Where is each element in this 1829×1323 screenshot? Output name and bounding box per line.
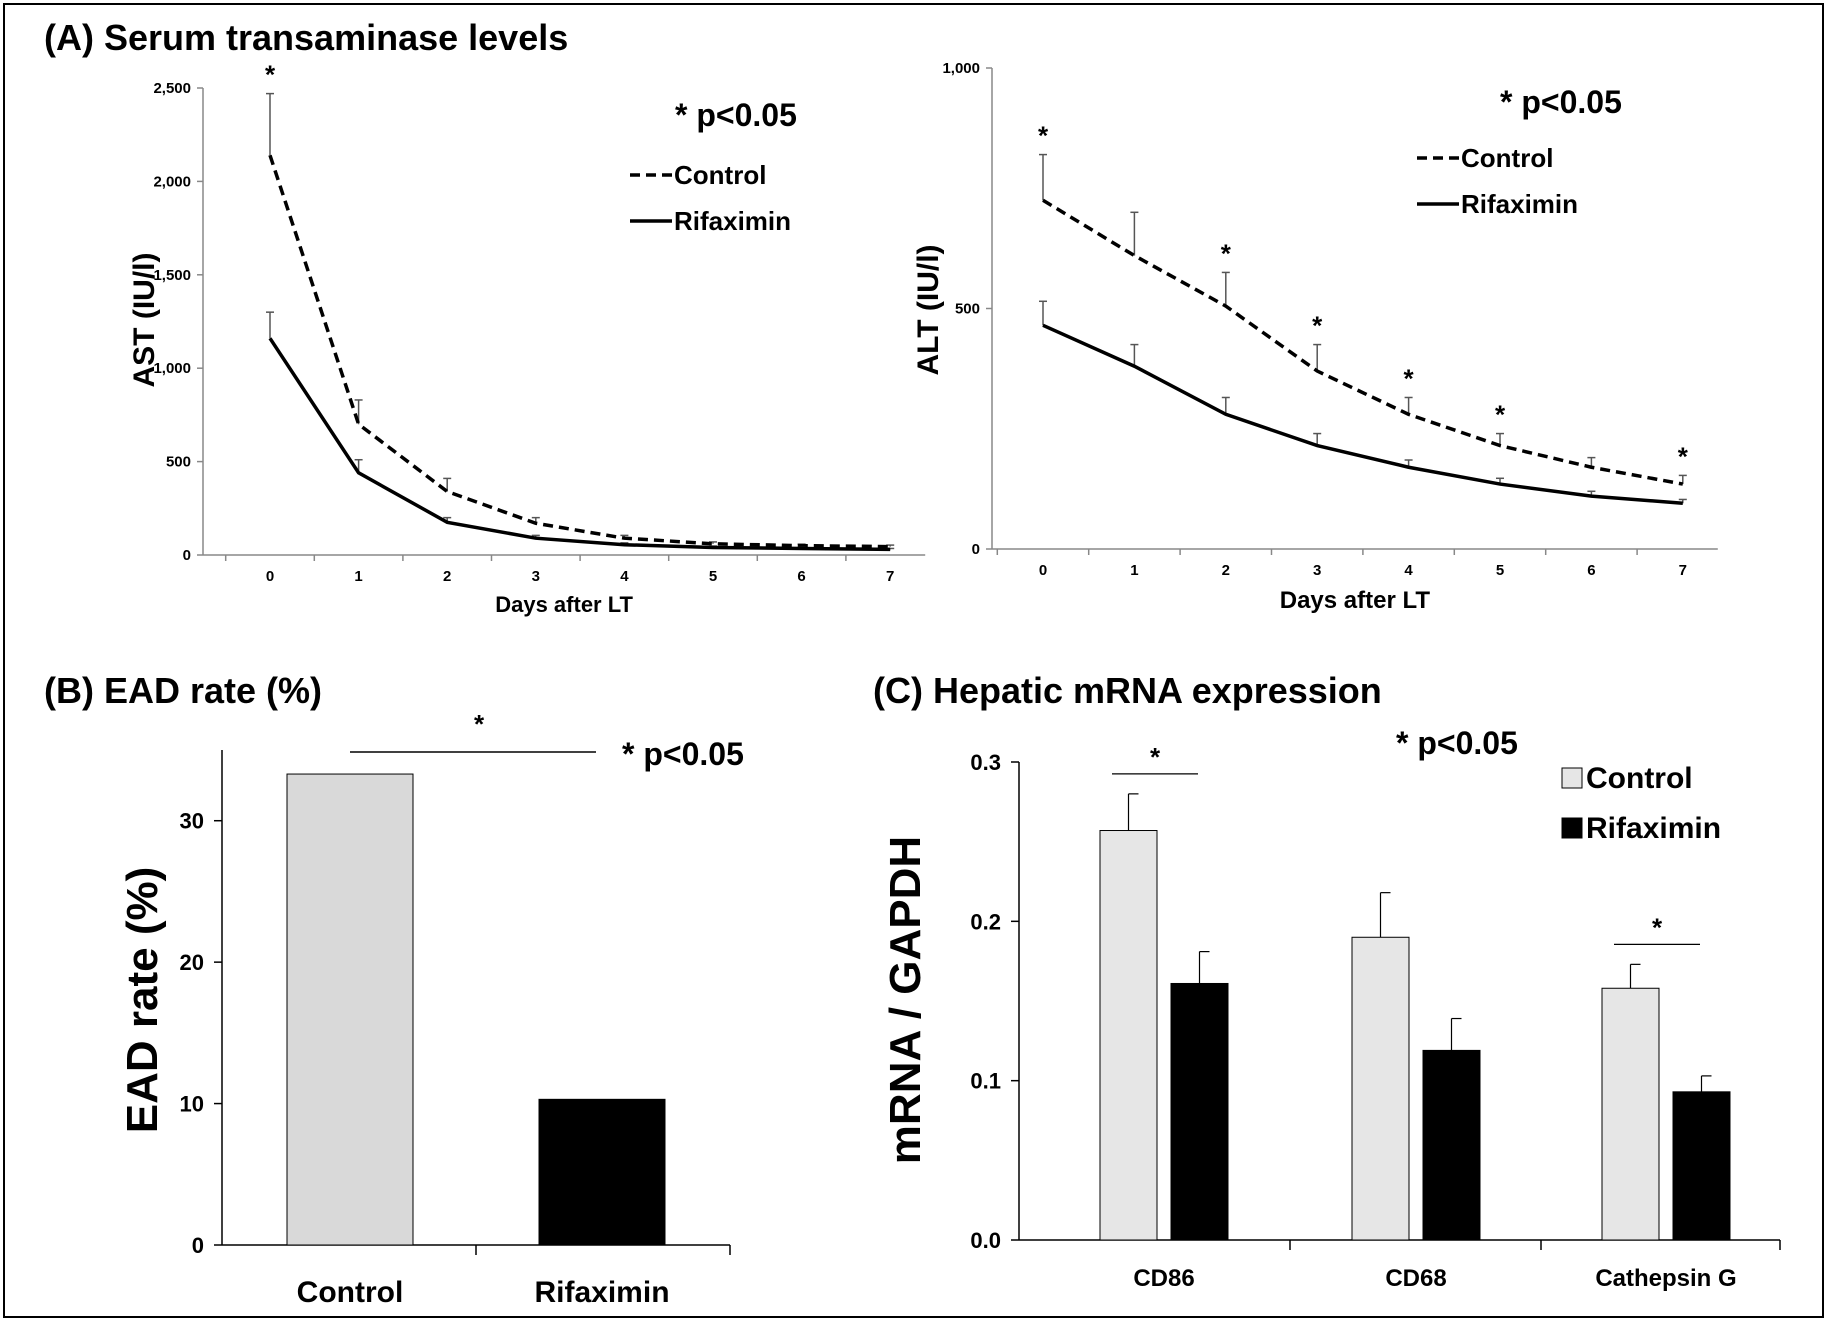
x-tick-label: 2 [1222,562,1230,579]
bar-control [286,773,414,1246]
x-tick-label: 3 [1313,562,1321,579]
y-tick-label: 0 [972,541,980,558]
y-axis-label: ALT (IU/l) [912,244,945,375]
bar-control [1601,987,1660,1241]
bar-rifaximin [1672,1091,1731,1241]
significance-legend: * p<0.05 [622,736,744,772]
series-line-control [1042,198,1684,486]
legend-swatch [1561,767,1583,789]
x-tick-label: 2 [443,568,451,585]
y-axis-label: mRNA / GAPDH [881,836,930,1164]
x-tick-label: 4 [1404,562,1413,579]
legend-label: Rifaximin [674,206,791,236]
bar-rifaximin [538,1098,666,1246]
y-tick-label: 0.0 [970,1228,1001,1253]
x-tick-label: 4 [620,568,629,585]
figure-frame [3,3,1824,1318]
legend-label: Rifaximin [1461,189,1578,219]
panel-c-title: (C) Hepatic mRNA expression [873,670,1382,711]
legend-label: Control [1461,143,1553,173]
legend-swatch [1561,817,1583,839]
category-label: Control [297,1276,404,1309]
legend-label: Control [1586,762,1693,795]
y-tick-label: 10 [180,1092,204,1117]
y-tick-label: 1,000 [153,360,191,377]
x-tick-label: 7 [1679,562,1687,579]
x-tick-label: 5 [709,568,717,585]
series-line-rifaximin [1042,323,1683,506]
y-tick-label: 1,000 [942,60,980,77]
significance-star: * [1678,441,1689,471]
legend-label: Control [674,160,766,190]
mrna-bar-chart: 0.0 0.1 0.2 0.3 mRNA / GAPDH CD86 * CD68 Catheps… [881,725,1781,1292]
x-tick-label: 6 [797,568,805,585]
y-tick-label: 0.3 [970,750,1001,775]
x-tick-label: 1 [1130,562,1138,579]
ead-bar-chart: 0 10 20 30 EAD rate (%) Control Rifaximin * * p<… [118,709,744,1309]
x-tick-label: 7 [886,568,894,585]
y-axis-label: EAD rate (%) [118,867,167,1134]
significance-star: * [265,60,276,90]
y-tick-label: 0.1 [970,1069,1001,1094]
x-tick-label: 1 [354,568,362,585]
y-tick-label: 1,500 [153,267,191,284]
x-tick-label: 0 [266,568,274,585]
significance-legend: * p<0.05 [675,97,797,133]
panel-b-title: (B) EAD rate (%) [44,670,322,711]
category-label: Cathepsin G [1595,1265,1736,1292]
significance-legend: * p<0.05 [1500,84,1622,120]
significance-star: * [1038,121,1049,151]
x-axis-label: Days after LT [495,592,633,617]
y-tick-label: 0 [192,1233,204,1258]
bar-control [1099,830,1158,1241]
x-tick-label: 6 [1587,562,1595,579]
x-tick-label: 5 [1496,562,1504,579]
ast-line-chart: 0 500 1,000 1,500 2,000 2,500 0 1 2 3 4 5 6 7 Days aft… [128,60,926,617]
significance-star: * [474,709,485,739]
x-tick-label: 0 [1039,562,1047,579]
significance-star: * [1150,742,1161,772]
y-axis-label: AST (IU/l) [128,253,161,388]
x-tick-label: 3 [532,568,540,585]
panel-a-title: (A) Serum transaminase levels [44,17,568,58]
category-label: CD68 [1385,1265,1446,1292]
y-tick-label: 500 [166,454,191,471]
bar-control [1351,936,1410,1241]
y-tick-label: 500 [955,301,980,318]
bar-rifaximin [1170,982,1229,1241]
significance-star: * [1495,400,1506,430]
legend-label: Rifaximin [1586,812,1721,845]
y-tick-label: 2,500 [153,80,191,97]
y-tick-label: 0.2 [970,909,1001,934]
y-tick-label: 30 [180,809,204,834]
series-line-control [268,154,891,549]
significance-legend: * p<0.05 [1396,725,1518,761]
significance-star: * [1404,363,1415,393]
bar-rifaximin [1422,1049,1481,1241]
category-label: CD86 [1133,1265,1194,1292]
alt-line-chart: 0 500 1,000 0 1 2 3 4 5 6 7 Days after LT ALT (IU/l)… [912,60,1718,614]
x-axis-label: Days after LT [1280,587,1431,614]
y-tick-label: 2,000 [153,173,191,190]
series-line-rifaximin [268,337,891,552]
y-tick-label: 20 [180,950,204,975]
significance-star: * [1312,311,1323,341]
significance-star: * [1652,912,1663,942]
significance-star: * [1221,238,1232,268]
category-label: Rifaximin [534,1276,669,1309]
y-tick-label: 0 [183,547,191,564]
